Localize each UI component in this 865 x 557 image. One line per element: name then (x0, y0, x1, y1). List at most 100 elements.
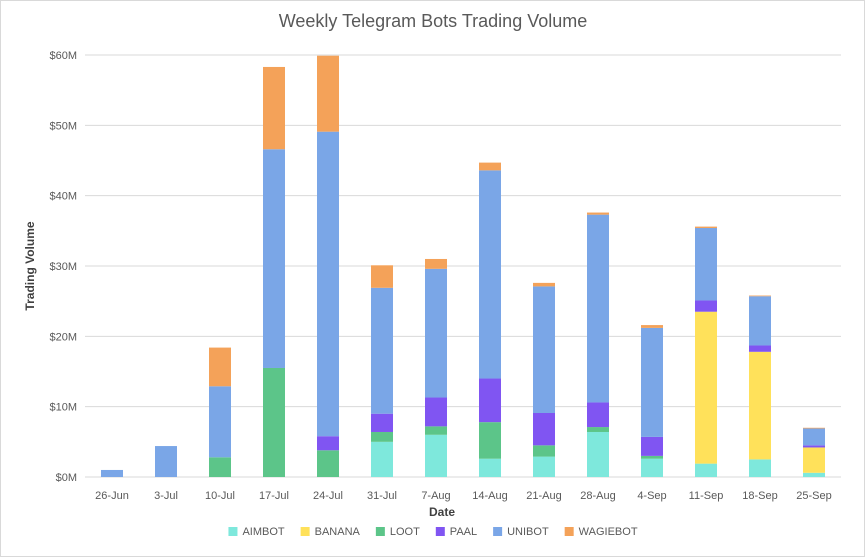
bar-segment-unibot (533, 286, 555, 413)
x-tick-label: 18-Sep (742, 490, 777, 502)
bar-segment-paal (587, 402, 609, 428)
bar-segment-unibot (749, 296, 771, 346)
bar-segment-paal (317, 436, 339, 451)
bar-segment-unibot (209, 386, 231, 458)
x-tick-label: 17-Jul (259, 490, 289, 502)
bar-segment-aimbot (749, 459, 771, 477)
x-tick-label: 31-Jul (367, 490, 397, 502)
bars (101, 55, 825, 477)
bar-segment-wagiebot (587, 212, 609, 215)
bar-segment-loot (263, 367, 285, 477)
bar-segment-aimbot (803, 472, 825, 477)
legend-swatch (564, 527, 574, 536)
legend-item-loot: LOOT (375, 526, 420, 538)
legend-swatch (300, 527, 310, 536)
bar-segment-aimbot (695, 463, 717, 477)
x-axis-ticks: 26-Jun 3-Jul 10-Jul 17-Jul 24-Jul 31-Jul 7-Aug… (95, 490, 832, 502)
bar-segment-unibot (101, 469, 123, 477)
bar-segment-unibot (803, 428, 825, 446)
y-tick-label: $10M (49, 402, 77, 414)
legend-label: AIMBOT (242, 526, 284, 538)
legend-label: PAAL (450, 526, 477, 538)
x-tick-label: 25-Sep (796, 490, 831, 502)
legend-item-paal: PAAL (435, 526, 477, 538)
legend: AIMBOT BANANA LOOT PAAL UNIBOT WAGIEBOT (228, 526, 638, 538)
x-tick-label: 3-Jul (154, 490, 178, 502)
bar-segment-unibot (641, 327, 663, 437)
bar-segment-wagiebot (209, 347, 231, 387)
bar-segment-paal (641, 436, 663, 456)
bar-segment-loot (317, 450, 339, 477)
legend-item-wagiebot: WAGIEBOT (564, 526, 638, 538)
bar-segment-wagiebot (317, 55, 339, 132)
bar-segment-unibot (695, 228, 717, 301)
bar-segment-banana (695, 311, 717, 464)
y-tick-label: $30M (49, 261, 77, 273)
bar-segment-loot (641, 455, 663, 459)
bar-segment-wagiebot (533, 282, 555, 287)
bar-segment-wagiebot (425, 258, 447, 269)
x-tick-label: 28-Aug (580, 490, 615, 502)
legend-item-unibot: UNIBOT (493, 526, 549, 538)
chart-title: Weekly Telegram Bots Trading Volume (279, 11, 588, 31)
legend-swatch (435, 527, 445, 536)
x-tick-label: 10-Jul (205, 490, 235, 502)
bar-segment-banana (749, 351, 771, 460)
legend-swatch (493, 527, 503, 536)
bar-segment-wagiebot (641, 325, 663, 328)
x-tick-label: 7-Aug (421, 490, 450, 502)
bar-segment-unibot (155, 446, 177, 477)
x-tick-label: 24-Jul (313, 490, 343, 502)
y-tick-label: $60M (49, 50, 77, 62)
bar-segment-paal (749, 345, 771, 352)
legend-swatch (228, 527, 238, 536)
y-axis-title: Trading Volume (23, 221, 37, 310)
bar-segment-aimbot (587, 431, 609, 477)
x-axis-title: Date (429, 505, 455, 519)
bar-segment-aimbot (641, 458, 663, 477)
legend-label: UNIBOT (507, 526, 549, 538)
bar-segment-paal (425, 397, 447, 427)
bar-segment-loot (425, 426, 447, 435)
legend-label: WAGIEBOT (579, 526, 638, 538)
bar-segment-unibot (425, 268, 447, 398)
bar-segment-paal (479, 378, 501, 423)
legend-label: LOOT (390, 526, 420, 538)
gridlines (85, 54, 841, 478)
legend-label: BANANA (315, 526, 361, 538)
x-tick-label: 4-Sep (637, 490, 666, 502)
bar-segment-wagiebot (695, 226, 717, 229)
y-tick-label: $50M (49, 120, 77, 132)
bar-segment-loot (371, 431, 393, 442)
bar-segment-loot (533, 445, 555, 457)
bar-segment-unibot (263, 149, 285, 368)
bar-segment-wagiebot (803, 427, 825, 429)
x-tick-label: 11-Sep (689, 490, 724, 502)
bar-segment-wagiebot (749, 295, 771, 297)
y-tick-label: $0M (56, 472, 77, 484)
bar-segment-wagiebot (479, 162, 501, 171)
bar-segment-aimbot (533, 456, 555, 477)
legend-item-aimbot: AIMBOT (228, 526, 285, 538)
bar-segment-paal (803, 445, 825, 448)
bar-segment-paal (533, 412, 555, 446)
x-tick-label: 21-Aug (526, 490, 561, 502)
bar-segment-loot (587, 427, 609, 432)
bar-segment-wagiebot (371, 265, 393, 288)
bar-segment-wagiebot (263, 66, 285, 150)
bar-segment-unibot (371, 287, 393, 414)
bar-segment-unibot (587, 214, 609, 403)
bar-segment-loot (479, 422, 501, 459)
bar-segment-paal (695, 300, 717, 312)
bar-segment-aimbot (371, 441, 393, 477)
x-tick-label: 14-Aug (472, 490, 507, 502)
x-tick-label: 26-Jun (95, 490, 129, 502)
bar-segment-paal (371, 413, 393, 432)
y-axis-ticks: $0M $10M $20M $30M $40M $50M $60M (49, 50, 77, 484)
y-tick-label: $20M (49, 331, 77, 343)
legend-swatch (375, 527, 385, 536)
bar-segment-aimbot (425, 434, 447, 477)
bar-segment-loot (209, 457, 231, 477)
